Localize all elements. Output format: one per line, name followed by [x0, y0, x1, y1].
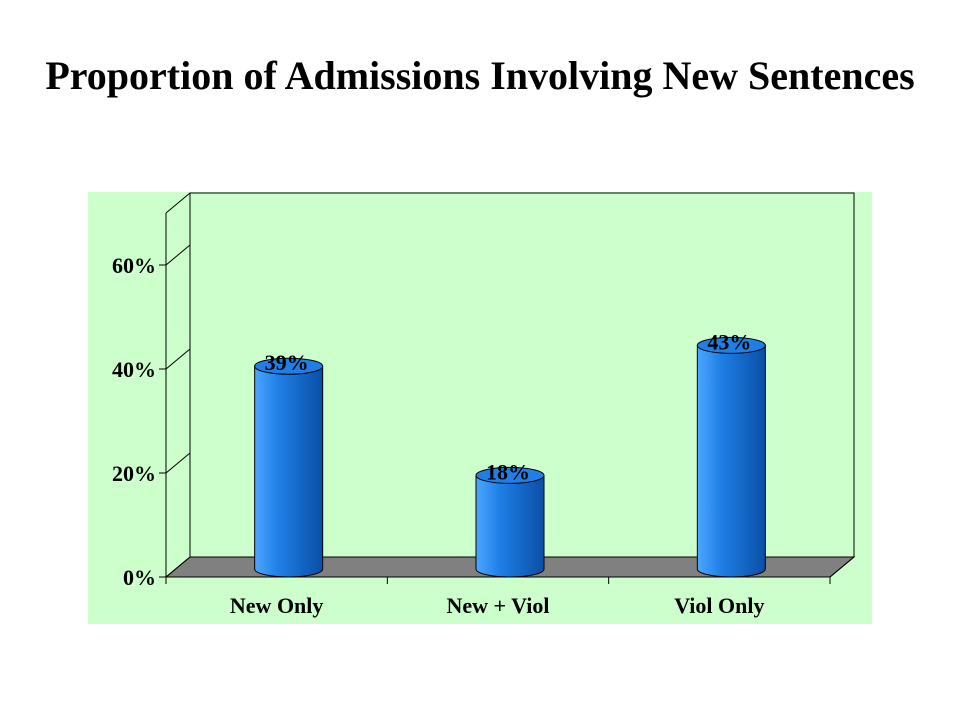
- y-tick-label: 20%: [112, 461, 156, 486]
- y-tick-label: 60%: [112, 253, 156, 278]
- bar-body: [475, 474, 545, 578]
- bars: [254, 336, 766, 578]
- bar-body: [696, 344, 766, 578]
- y-axis: 0% 20% 40% 60%: [112, 192, 191, 590]
- x-tick-label: Viol Only: [674, 593, 764, 618]
- x-tick-label: New + Viol: [447, 593, 550, 618]
- y-tick-depth: [165, 556, 191, 578]
- data-label: 18%: [486, 459, 530, 484]
- y-axis-depth-line: [165, 192, 191, 214]
- y-tick-depth: [165, 452, 191, 474]
- bar-top: [254, 357, 324, 375]
- bar-top: [696, 336, 766, 354]
- bar: [696, 336, 766, 578]
- x-axis-end: [829, 556, 855, 578]
- slide-title: Proportion of Admissions Involving New S…: [45, 53, 915, 98]
- y-tick-label: 40%: [112, 357, 156, 382]
- x-tick-label: New Only: [230, 593, 324, 618]
- bar: [475, 466, 545, 578]
- data-labels: 39% 18% 43%: [265, 329, 752, 484]
- y-tick-depth: [165, 244, 191, 266]
- y-tick-depth: [165, 348, 191, 370]
- data-label: 43%: [707, 329, 751, 354]
- y-tick-label: 0%: [123, 565, 156, 590]
- data-label: 39%: [265, 350, 309, 375]
- bar-top: [475, 466, 545, 484]
- bar-body: [254, 365, 324, 578]
- bar: [254, 357, 324, 578]
